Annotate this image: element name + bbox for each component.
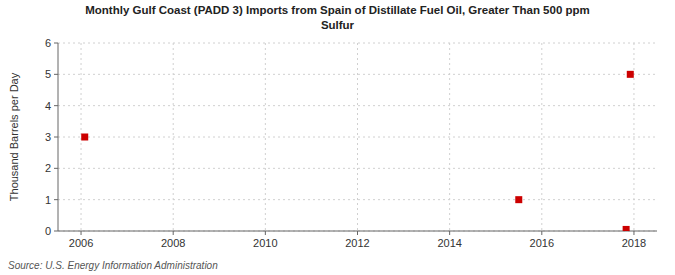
y-tick-label: 3 [45,131,51,143]
grid-line-y [58,105,657,106]
y-tick [54,168,58,169]
chart: Monthly Gulf Coast (PADD 3) Imports from… [0,0,675,275]
point [515,196,522,203]
y-tick [54,199,58,200]
x-tick [449,231,450,235]
x-tick-label: 2018 [622,237,646,249]
x-tick-label: 2012 [345,237,369,249]
y-tick-label: 6 [45,37,51,49]
point [627,71,634,78]
y-tick-label: 2 [45,162,51,174]
y-tick [54,74,58,75]
y-tick [54,137,58,138]
points [81,71,634,231]
point [623,226,630,231]
source: Source: U.S. Energy Information Administ… [8,260,218,271]
x-tick [357,231,358,235]
x-tick [541,231,542,235]
x-tick [633,231,634,235]
grid [58,43,657,231]
x-tick-label: 2008 [161,237,185,249]
y-axis-label: Thousand Barrels per Day [8,72,20,201]
y-tick-label: 1 [45,194,51,206]
title: Monthly Gulf Coast (PADD 3) Imports from… [85,4,590,31]
y-tick [54,231,58,232]
y-tick-label: 4 [45,100,51,112]
x-tick-label: 2010 [253,237,277,249]
x-tick-label: 2006 [69,237,93,249]
grid-line-x [449,43,450,231]
grid-line-x [265,43,266,231]
y-ticks: 0 1 2 3 4 5 6 [45,37,58,237]
x-tick-label: 2016 [530,237,554,249]
x-tick-label: 2014 [437,237,461,249]
x-tick [173,231,174,235]
grid-line-x [357,43,358,231]
y-tick-label: 0 [45,225,51,237]
y-tick-label: 5 [45,68,51,80]
y-tick [54,43,58,44]
x-tick [81,231,82,235]
grid-line-y [58,137,657,138]
grid-line-x [541,43,542,231]
point [81,134,88,141]
grid-line-x [173,43,174,231]
x-tick [265,231,266,235]
y-tick [54,105,58,106]
x-ticks: 2006 2008 2010 2012 2014 2016 2018 [69,231,646,249]
